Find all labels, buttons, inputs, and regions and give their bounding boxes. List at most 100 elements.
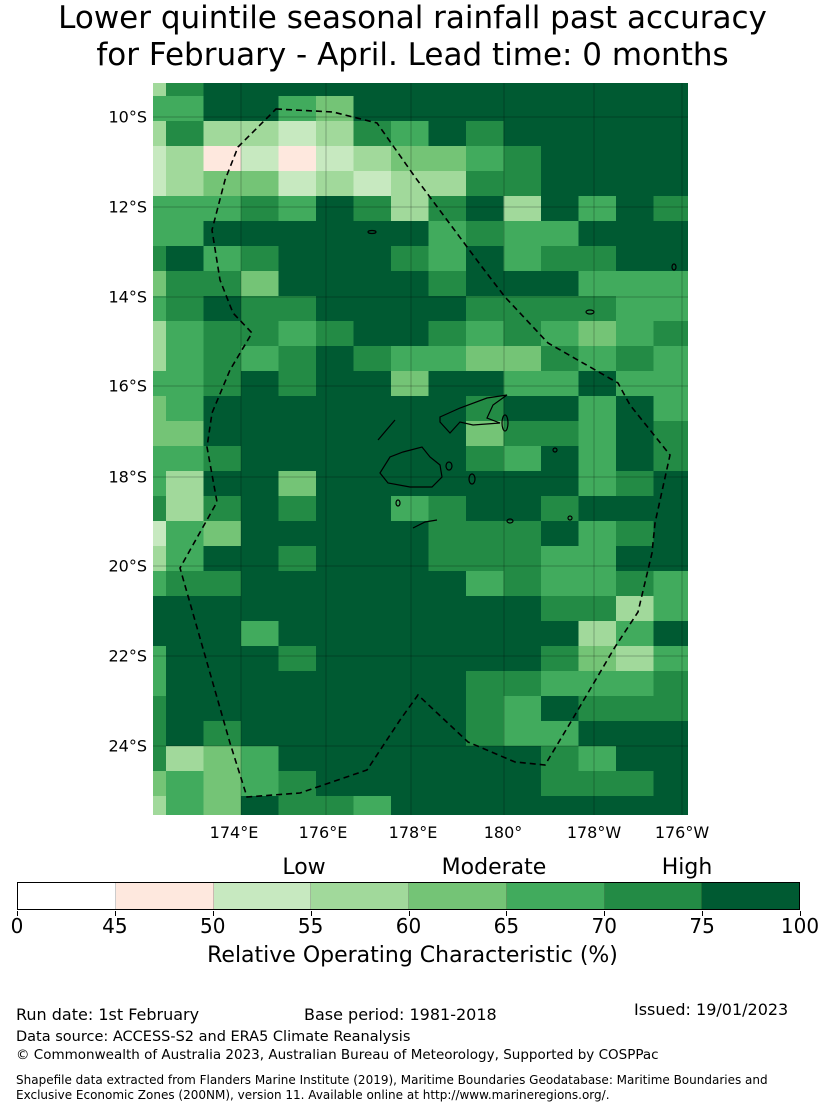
grid-cell: [428, 371, 467, 397]
grid-cell: [391, 271, 429, 297]
grid-cell: [278, 246, 317, 272]
grid-cell: [503, 371, 542, 397]
grid-cell: [578, 171, 617, 197]
grid-cell: [203, 571, 242, 597]
grid-cell: [616, 746, 654, 772]
grid-cell: [353, 96, 392, 122]
grid-cell: [466, 296, 504, 322]
grid-cell: [353, 646, 392, 672]
grid-cells: [153, 83, 688, 815]
grid-cell: [541, 671, 579, 697]
grid-cell: [153, 746, 167, 772]
grid-cell: [428, 321, 467, 347]
grid-cell: [316, 521, 354, 547]
grid-cell: [428, 396, 467, 422]
grid-cell: [578, 371, 617, 397]
grid-cell: [353, 546, 392, 572]
grid-cell: [241, 271, 279, 297]
grid-cell: [578, 521, 617, 547]
grid-cell: [153, 796, 167, 815]
grid-cell: [578, 746, 617, 772]
grid-cell: [153, 721, 167, 747]
grid-cell: [653, 121, 688, 147]
grid-cell: [466, 521, 504, 547]
grid-cell: [278, 96, 317, 122]
grid-cell: [278, 446, 317, 472]
grid-cell: [503, 121, 542, 147]
grid-cell: [353, 621, 392, 647]
grid-cell: [616, 146, 654, 172]
grid-cell: [541, 696, 579, 722]
grid-cell: [203, 146, 242, 172]
grid-cell: [578, 796, 617, 815]
grid-cell: [541, 646, 579, 672]
grid-cell: [203, 696, 242, 722]
grid-cell: [616, 171, 654, 197]
grid-cell: [203, 421, 242, 447]
grid-cell: [653, 621, 688, 647]
grid-cell: [653, 671, 688, 697]
grid-cell: [241, 371, 279, 397]
grid-cell: [578, 471, 617, 497]
grid-cell: [391, 621, 429, 647]
grid-cell: [316, 371, 354, 397]
grid-cell: [616, 721, 654, 747]
grid-cell: [428, 571, 467, 597]
grid-cell: [153, 696, 167, 722]
grid-cell: [466, 246, 504, 272]
grid-cell: [466, 671, 504, 697]
grid-cell: [428, 196, 467, 222]
grid-cell: [616, 83, 654, 97]
grid-cell: [316, 446, 354, 472]
grid-cell: [203, 371, 242, 397]
grid-cell: [166, 496, 204, 522]
grid-cell: [503, 446, 542, 472]
grid-cell: [241, 571, 279, 597]
grid-cell: [466, 546, 504, 572]
grid-cell: [616, 446, 654, 472]
colorbar-segment: [213, 883, 312, 909]
grid-cell: [316, 221, 354, 247]
grid-cell: [353, 296, 392, 322]
grid-cell: [278, 521, 317, 547]
grid-cell: [153, 296, 167, 322]
grid-cell: [166, 446, 204, 472]
grid-cell: [278, 646, 317, 672]
grid-cell: [428, 83, 467, 97]
grid-cell: [153, 371, 167, 397]
grid-cell: [541, 596, 579, 622]
colorbar-tick: [114, 911, 116, 916]
grid-cell: [153, 171, 167, 197]
grid-cell: [466, 271, 504, 297]
grid-cell: [153, 521, 167, 547]
grid-cell: [153, 96, 167, 122]
grid-cell: [353, 671, 392, 697]
grid-cell: [428, 146, 467, 172]
grid-cell: [653, 471, 688, 497]
grid-cell: [391, 371, 429, 397]
grid-cell: [466, 371, 504, 397]
grid-cell: [316, 171, 354, 197]
grid-cell: [166, 196, 204, 222]
grid-cell: [203, 83, 242, 97]
grid-cell: [353, 571, 392, 597]
grid-cell: [391, 346, 429, 372]
grid-cell: [241, 496, 279, 522]
grid-cell: [203, 196, 242, 222]
coastline-vanua-levu: [439, 394, 508, 434]
grid-cell: [503, 596, 542, 622]
grid-cell: [428, 496, 467, 522]
colorbar-segment: [604, 883, 703, 909]
grid-cell: [153, 271, 167, 297]
grid-cell: [166, 321, 204, 347]
grid-cell: [578, 696, 617, 722]
grid-cell: [466, 346, 504, 372]
grid-cell: [153, 471, 167, 497]
grid-cell: [166, 646, 204, 672]
grid-cell: [203, 221, 242, 247]
grid-cell: [391, 646, 429, 672]
grid-cell: [353, 346, 392, 372]
grid-cell: [578, 496, 617, 522]
grid-cell: [503, 96, 542, 122]
grid-cell: [278, 621, 317, 647]
